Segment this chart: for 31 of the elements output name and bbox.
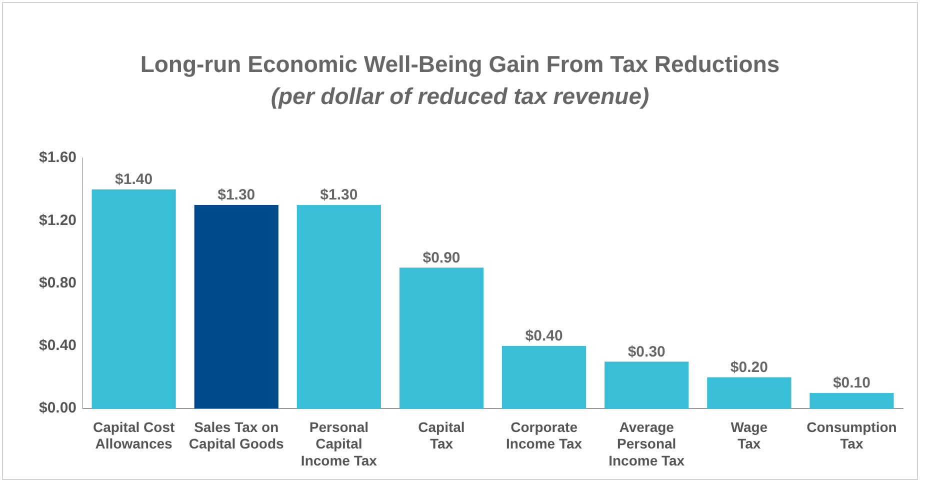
data-label: $1.30 (320, 186, 358, 204)
chart-title: Long-run Economic Well-Being Gain From Tax Reductions (139, 51, 781, 78)
data-label: $1.40 (115, 170, 153, 188)
data-label: $0.30 (628, 343, 666, 360)
x-tick-label: Consumption Tax (806, 418, 897, 452)
bar (810, 392, 894, 409)
y-tick-label: $0.80 (38, 274, 77, 292)
x-tick-label: Average Personal Income Tax (608, 418, 685, 468)
data-label: $0.90 (422, 249, 460, 266)
x-tick-label: Capital Cost Allowances (92, 418, 175, 452)
bar (604, 362, 689, 409)
x-tick-label: Sales Tax on Capital Goods (188, 418, 284, 452)
data-label: $0.40 (525, 328, 563, 345)
bar (502, 346, 586, 409)
bar (92, 189, 176, 409)
y-tick-label: $1.60 (38, 149, 77, 166)
x-tick-label: Wage Tax (730, 418, 768, 452)
data-label: $0.20 (730, 358, 768, 376)
data-label: $0.10 (832, 374, 870, 392)
chart-subtitle: (per dollar of reduced tax revenue) (270, 83, 650, 110)
bar (194, 204, 278, 409)
x-tick-label: Personal Capital Income Tax (300, 418, 378, 468)
y-tick-label: $0.40 (38, 337, 77, 354)
bar (399, 268, 484, 409)
bar (296, 204, 381, 409)
y-tick-label: $0.00 (38, 400, 77, 417)
x-tick-label: Capital Tax (418, 418, 465, 452)
y-tick-label: $1.20 (38, 212, 77, 229)
bar (707, 377, 792, 409)
x-tick-label: Corporate Income Tax (506, 418, 582, 452)
data-label: $1.30 (218, 186, 256, 204)
